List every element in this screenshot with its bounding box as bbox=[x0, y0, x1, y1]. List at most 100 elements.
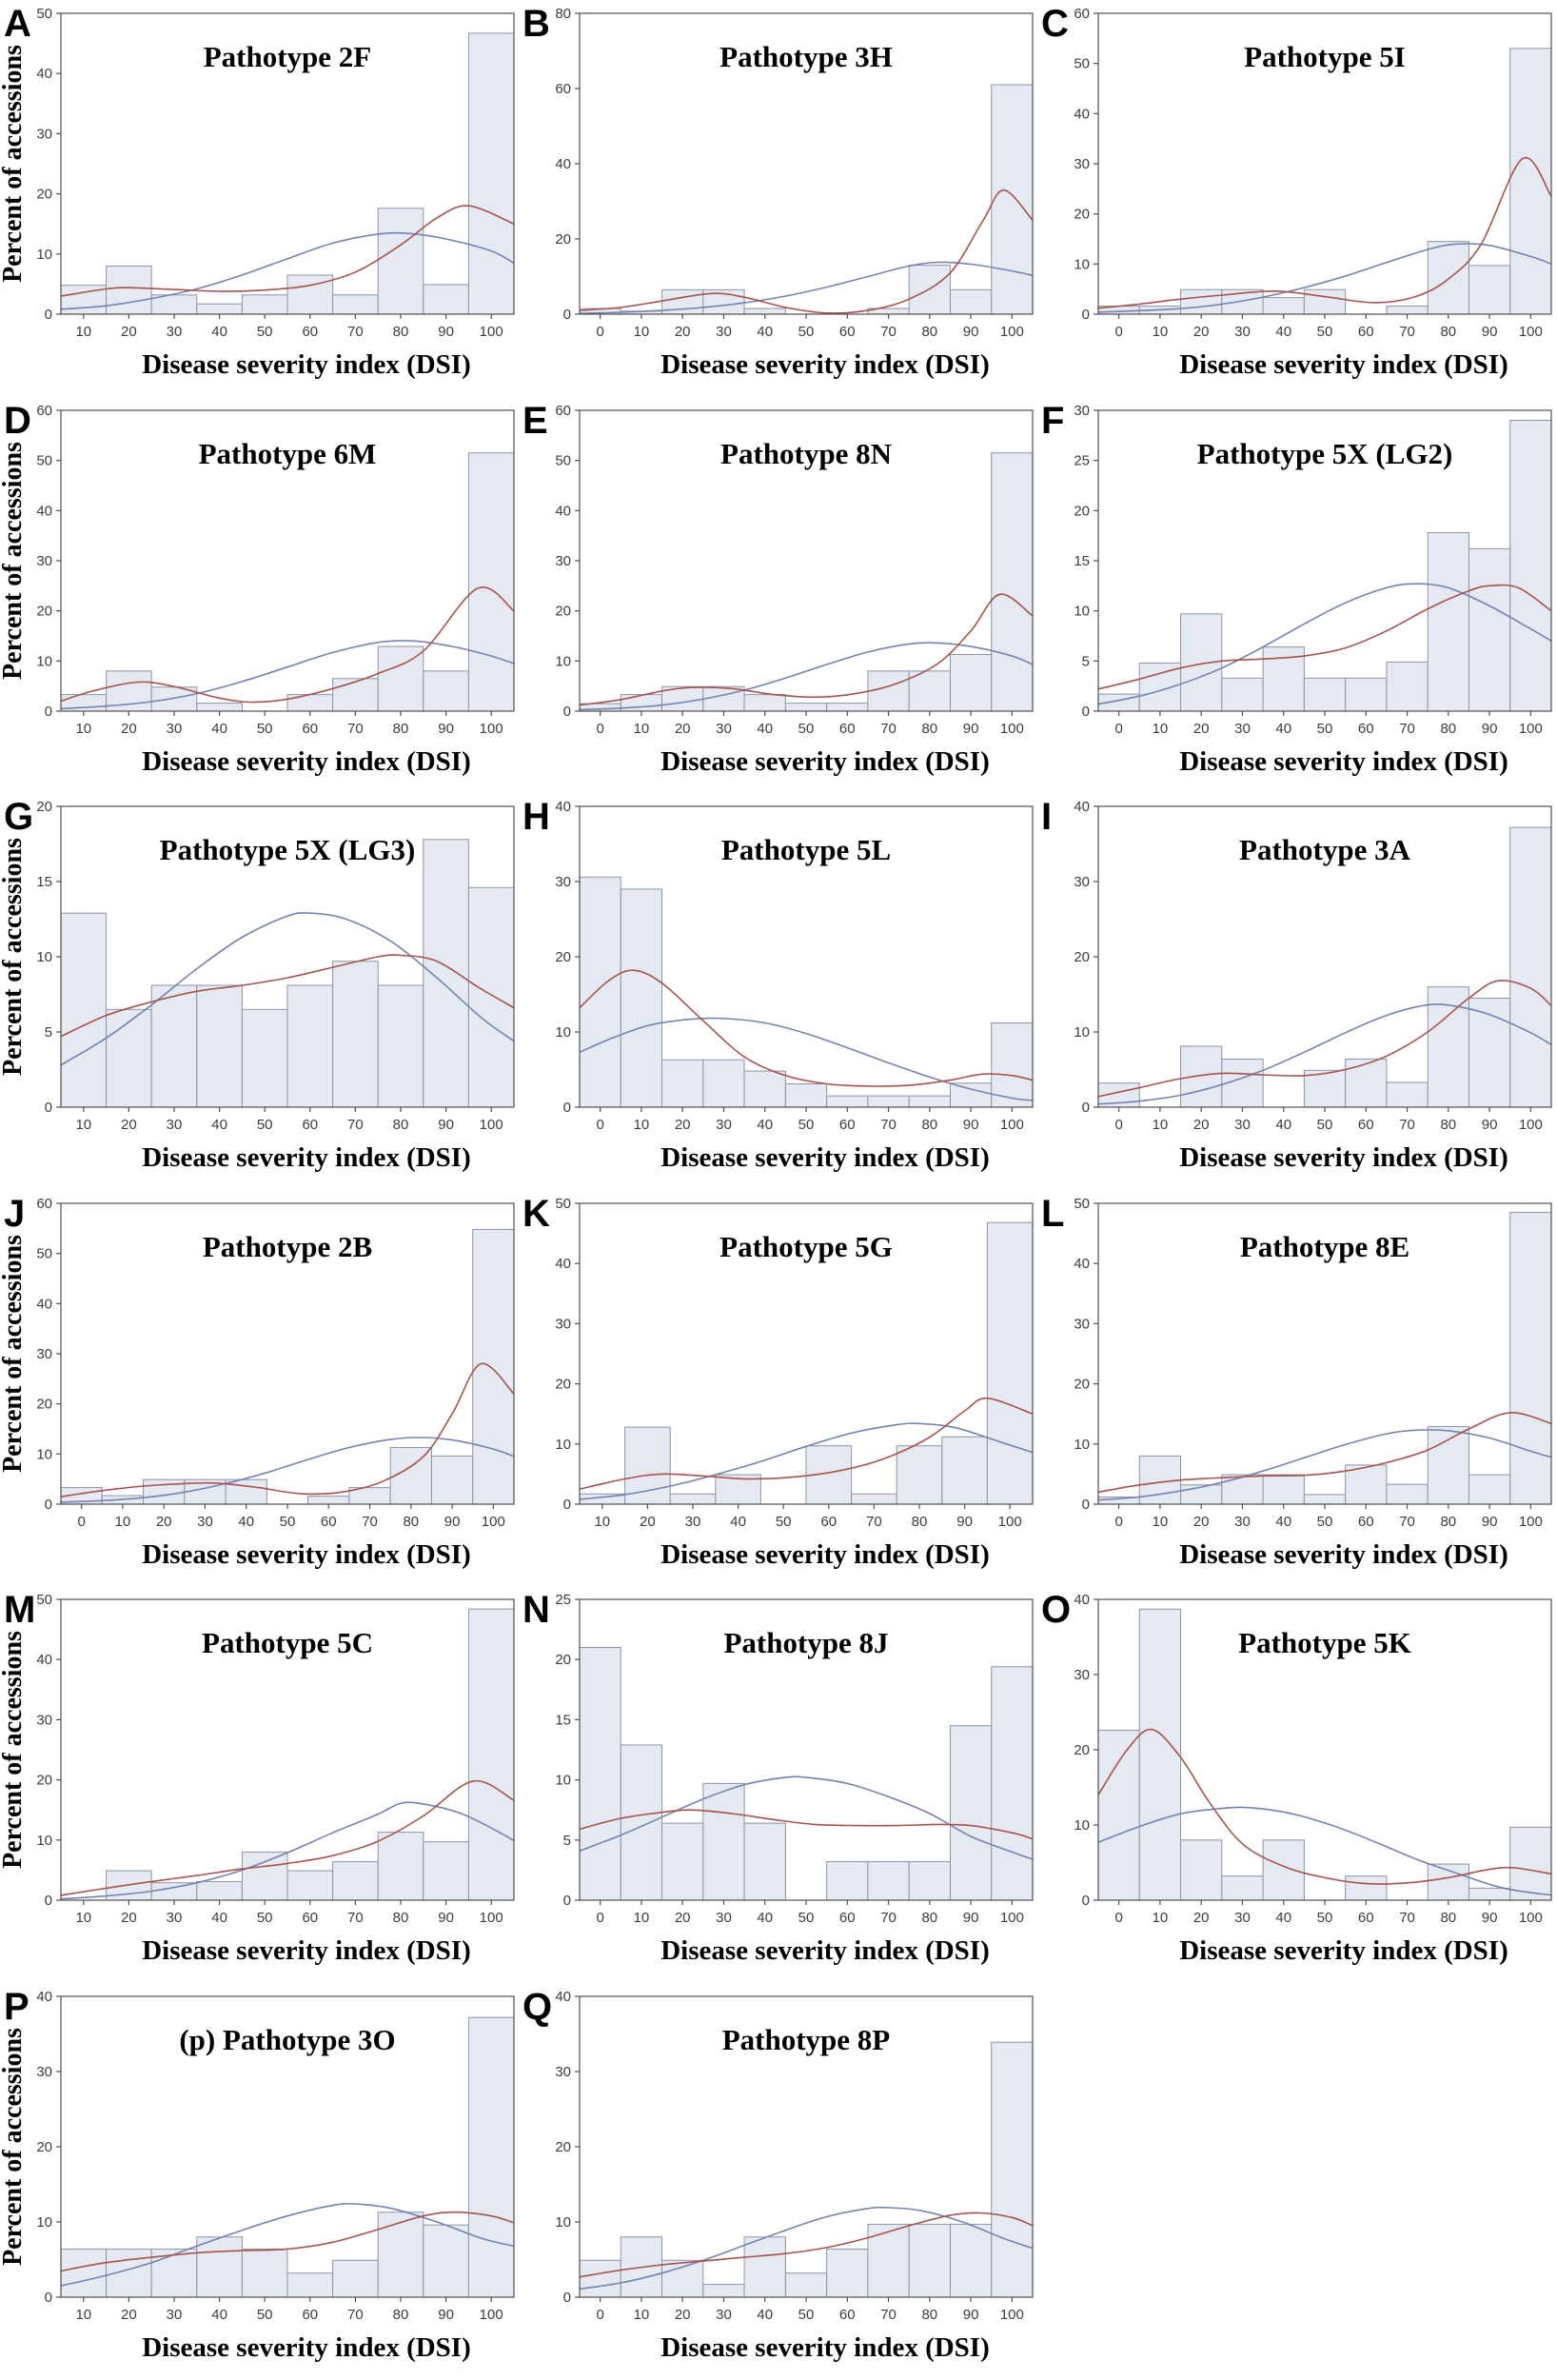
x-tick-label: 80 bbox=[912, 1514, 928, 1530]
x-tick-label: 100 bbox=[1000, 324, 1024, 340]
y-tick-label: 40 bbox=[555, 503, 571, 519]
histogram-chart-H: 0 10 20 30 40 0 10 20 30 40 50 60 70 80 90 100 H Pathotyp… bbox=[522, 796, 1034, 1173]
panel-G: 0 5 10 15 20 10 20 30 40 50 60 70 80 90 100 G Pathotype … bbox=[0, 793, 519, 1190]
histogram-chart-N: 0 5 10 15 20 25 0 10 20 30 40 50 60 70 80 90 100 N Pathoty… bbox=[522, 1589, 1034, 1966]
red-density-curve bbox=[579, 2211, 1034, 2278]
x-tick-label: 100 bbox=[1519, 1117, 1543, 1133]
x-tick-label: 10 bbox=[75, 324, 91, 340]
x-axis-title: Disease severity index (DSI) bbox=[660, 746, 990, 777]
y-tick-label: 60 bbox=[1074, 6, 1090, 22]
histogram-bar bbox=[851, 1493, 897, 1505]
x-tick-label: 20 bbox=[1193, 324, 1210, 340]
x-tick-label: 20 bbox=[121, 324, 137, 340]
histogram-bar bbox=[423, 1841, 469, 1901]
histogram-bar bbox=[1386, 306, 1429, 315]
x-tick-label: 0 bbox=[596, 721, 603, 737]
x-tick-label: 90 bbox=[963, 1117, 979, 1133]
x-tick-label: 100 bbox=[480, 1910, 503, 1926]
blue-density-curve bbox=[60, 912, 515, 1066]
panel-letter: O bbox=[1041, 1589, 1071, 1631]
histogram-bar bbox=[702, 1059, 745, 1108]
y-tick-label: 40 bbox=[555, 799, 571, 815]
histogram-chart-J: 0 10 20 30 40 50 60 0 10 20 30 40 50 60 70 80 90 100 J Path… bbox=[0, 1193, 515, 1570]
y-tick-label: 20 bbox=[555, 949, 571, 965]
panel-Q: 0 10 20 30 40 0 10 20 30 40 50 60 70 80 90 100 Q Pathotyp… bbox=[519, 1983, 1037, 2380]
x-axis-title: Disease severity index (DSI) bbox=[1179, 349, 1508, 380]
x-tick-label: 50 bbox=[1317, 1117, 1333, 1133]
histogram-bar bbox=[196, 1881, 243, 1901]
y-tick-label: 50 bbox=[36, 6, 52, 22]
panel-H: 0 10 20 30 40 0 10 20 30 40 50 60 70 80 90 100 H Pathotyp… bbox=[519, 793, 1037, 1190]
x-tick-label: 40 bbox=[238, 1514, 254, 1530]
x-tick-label: 50 bbox=[776, 1514, 792, 1530]
y-axis-title: Percent of accessions bbox=[0, 442, 28, 680]
histogram-bar bbox=[332, 677, 379, 712]
histogram-bar bbox=[286, 1870, 334, 1901]
red-density-curve bbox=[1097, 156, 1552, 309]
histogram-chart-C: 0 10 20 30 40 50 60 0 10 20 30 40 50 60 70 80 90 100 C Path… bbox=[1041, 3, 1552, 380]
histogram-bar bbox=[661, 1059, 704, 1108]
y-tick-label: 20 bbox=[1074, 1376, 1090, 1392]
histogram-bar bbox=[1180, 1045, 1223, 1108]
panel-letter: F bbox=[1041, 400, 1064, 442]
x-tick-label: 50 bbox=[257, 324, 273, 340]
blue-density-curve bbox=[1097, 582, 1552, 704]
x-tick-label: 10 bbox=[75, 1910, 91, 1926]
histogram-bar bbox=[579, 876, 621, 1108]
x-tick-label: 90 bbox=[963, 324, 979, 340]
red-density-curve bbox=[579, 969, 1034, 1087]
histogram-bar bbox=[467, 2016, 515, 2298]
x-tick-label: 50 bbox=[280, 1514, 296, 1530]
y-tick-label: 0 bbox=[45, 307, 52, 323]
x-tick-label: 80 bbox=[921, 1910, 937, 1926]
y-tick-label: 10 bbox=[1074, 256, 1090, 272]
histogram-bar bbox=[1509, 48, 1552, 315]
y-tick-label: 0 bbox=[1082, 1100, 1090, 1116]
x-tick-label: 50 bbox=[798, 1910, 815, 1926]
x-tick-label: 20 bbox=[675, 324, 691, 340]
y-tick-label: 40 bbox=[555, 1989, 571, 2005]
y-tick-label: 0 bbox=[45, 1100, 52, 1116]
y-tick-label: 20 bbox=[36, 1396, 52, 1412]
x-tick-label: 50 bbox=[1317, 324, 1333, 340]
blue-density-curve bbox=[579, 641, 1034, 710]
y-tick-label: 50 bbox=[1074, 1196, 1090, 1212]
x-tick-label: 80 bbox=[921, 721, 937, 737]
y-tick-label: 10 bbox=[1074, 1437, 1090, 1453]
histogram-bar bbox=[1180, 612, 1223, 712]
plot-frame bbox=[579, 1202, 1034, 1505]
histogram-bar bbox=[377, 2211, 424, 2298]
x-tick-label: 80 bbox=[393, 1117, 409, 1133]
x-tick-label: 70 bbox=[1399, 1117, 1415, 1133]
panel-I: 0 10 20 30 40 0 10 20 30 40 50 60 70 80 90 100 I Pathotyp… bbox=[1037, 793, 1557, 1190]
y-tick-label: 30 bbox=[36, 2064, 52, 2080]
histogram-chart-A: 0 10 20 30 40 50 10 20 30 40 50 60 70 80 90 100 A Pathoty… bbox=[0, 3, 515, 380]
histogram-bar bbox=[1345, 677, 1388, 712]
histogram-bar bbox=[430, 1455, 474, 1505]
histogram-bar bbox=[467, 887, 515, 1108]
x-axis-title: Disease severity index (DSI) bbox=[142, 1539, 471, 1570]
x-tick-label: 40 bbox=[757, 721, 773, 737]
y-tick-label: 25 bbox=[555, 1592, 571, 1608]
y-tick-label: 30 bbox=[555, 874, 571, 890]
y-tick-label: 40 bbox=[1074, 799, 1090, 815]
y-tick-label: 25 bbox=[1074, 452, 1090, 468]
y-tick-label: 20 bbox=[36, 2139, 52, 2155]
x-tick-label: 40 bbox=[1275, 1514, 1291, 1530]
x-tick-label: 0 bbox=[596, 1117, 603, 1133]
plot-frame bbox=[60, 12, 515, 315]
y-tick-label: 10 bbox=[36, 2214, 52, 2231]
y-tick-label: 10 bbox=[555, 1773, 571, 1789]
x-tick-label: 0 bbox=[1114, 1910, 1122, 1926]
y-tick-label: 10 bbox=[555, 2214, 571, 2231]
red-density-curve bbox=[60, 954, 515, 1038]
x-tick-label: 30 bbox=[1234, 324, 1251, 340]
histogram-bar bbox=[472, 1228, 515, 1505]
y-tick-label: 50 bbox=[36, 1245, 52, 1261]
y-tick-label: 10 bbox=[1074, 603, 1090, 619]
histogram-bar bbox=[702, 685, 745, 712]
histogram-bar bbox=[1262, 297, 1305, 315]
histogram-bar bbox=[1468, 547, 1511, 712]
blue-density-curve bbox=[60, 231, 515, 310]
panel-title: Pathotype 8P bbox=[722, 2023, 891, 2056]
